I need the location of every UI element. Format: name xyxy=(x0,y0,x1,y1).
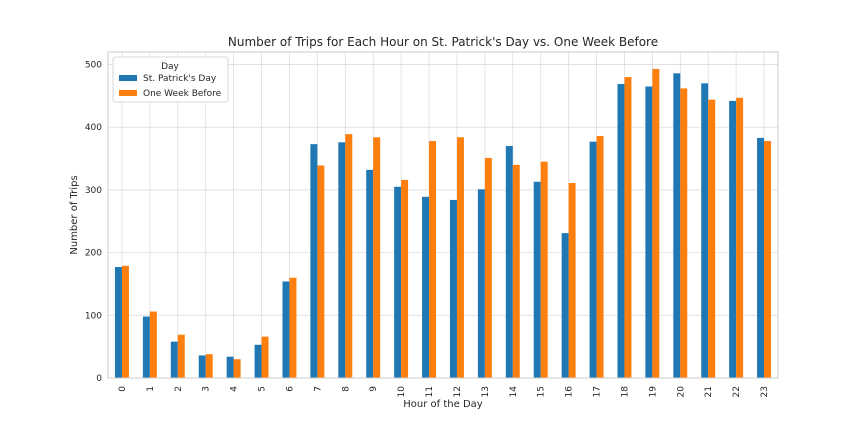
x-tick-label: 18 xyxy=(620,386,630,398)
bar-st-patricks-day xyxy=(505,146,513,378)
legend-label-st-patricks-day: St. Patrick's Day xyxy=(143,74,217,84)
bar-st-patricks-day xyxy=(366,169,374,378)
x-tick-label: 12 xyxy=(453,386,463,397)
bar-one-week-before xyxy=(401,179,409,378)
bar-one-week-before xyxy=(568,183,576,378)
bar-one-week-before xyxy=(233,359,241,378)
bar-st-patricks-day xyxy=(254,344,262,378)
x-tick-label: 19 xyxy=(648,386,658,398)
bar-one-week-before xyxy=(177,334,185,378)
x-tick-label: 0 xyxy=(118,386,128,392)
bar-one-week-before xyxy=(456,137,464,378)
bar-st-patricks-day xyxy=(226,356,234,378)
bar-one-week-before xyxy=(121,265,129,378)
legend-swatch-st-patricks-day xyxy=(119,75,137,81)
x-tick-label: 10 xyxy=(397,386,407,398)
bar-one-week-before xyxy=(736,97,744,378)
bar-one-week-before xyxy=(289,277,297,378)
bar-one-week-before xyxy=(624,77,632,379)
bar-st-patricks-day xyxy=(142,316,150,378)
bar-one-week-before xyxy=(512,164,520,378)
x-tick-label: 8 xyxy=(341,386,351,392)
bar-one-week-before xyxy=(429,141,437,378)
bar-one-week-before xyxy=(484,157,492,378)
bar-st-patricks-day xyxy=(673,73,681,379)
x-tick-label: 13 xyxy=(481,386,491,397)
bar-one-week-before xyxy=(261,336,269,378)
bar-st-patricks-day xyxy=(310,144,318,378)
chart-title: Number of Trips for Each Hour on St. Pat… xyxy=(228,35,658,49)
bar-st-patricks-day xyxy=(114,267,122,378)
x-tick-label: 11 xyxy=(425,386,435,397)
bar-one-week-before xyxy=(540,161,548,378)
x-tick-label: 23 xyxy=(760,386,770,397)
plot-frame xyxy=(107,51,779,379)
bar-st-patricks-day xyxy=(533,181,541,378)
x-tick-label: 9 xyxy=(369,386,379,392)
bar-st-patricks-day xyxy=(645,86,653,378)
bar-st-patricks-day xyxy=(729,100,737,379)
y-axis-label: Number of Trips xyxy=(69,175,80,254)
x-tick-label: 1 xyxy=(146,386,156,392)
x-tick-label: 3 xyxy=(202,386,212,392)
bar-one-week-before xyxy=(149,311,157,378)
bar-one-week-before xyxy=(345,134,353,378)
bar-one-week-before xyxy=(708,99,716,379)
bar-one-week-before xyxy=(317,165,325,378)
legend-label-one-week-before: One Week Before xyxy=(143,89,222,99)
y-tick-label: 0 xyxy=(96,374,102,384)
bar-one-week-before xyxy=(652,68,660,378)
y-tick-label: 300 xyxy=(85,186,102,196)
x-axis-label: Hour of the Day xyxy=(403,399,483,410)
x-tick-label: 14 xyxy=(509,386,519,398)
bar-st-patricks-day xyxy=(617,83,625,378)
legend-box xyxy=(112,56,229,103)
bar-st-patricks-day xyxy=(701,83,709,378)
x-tick-label: 22 xyxy=(732,386,742,397)
x-tick-label: 20 xyxy=(676,386,686,398)
x-tick-label: 6 xyxy=(285,386,295,392)
legend-swatch-one-week-before xyxy=(119,90,137,96)
legend: Day St. Patrick's Day One Week Before xyxy=(112,56,229,103)
bars-layer xyxy=(114,68,772,379)
x-tick-label: 15 xyxy=(537,386,547,397)
x-tick-label: 5 xyxy=(258,386,268,392)
bar-st-patricks-day xyxy=(422,196,430,378)
x-tick-label: 16 xyxy=(565,386,575,398)
bar-st-patricks-day xyxy=(198,355,206,378)
bar-st-patricks-day xyxy=(338,142,346,378)
bar-one-week-before xyxy=(680,88,688,378)
x-tick-label: 4 xyxy=(230,386,240,392)
bar-st-patricks-day xyxy=(561,233,569,378)
bar-one-week-before xyxy=(764,141,772,378)
x-tick-label: 7 xyxy=(313,386,323,392)
legend-title: Day xyxy=(161,62,179,72)
bar-st-patricks-day xyxy=(757,137,765,378)
y-tick-label: 200 xyxy=(85,249,102,259)
y-tick-label: 100 xyxy=(85,311,102,321)
bar-one-week-before xyxy=(373,137,381,378)
x-tick-label: 21 xyxy=(704,386,714,397)
bar-st-patricks-day xyxy=(589,141,597,378)
bar-st-patricks-day xyxy=(282,281,290,378)
bar-st-patricks-day xyxy=(394,186,402,378)
x-tick-label: 2 xyxy=(174,386,184,392)
bar-st-patricks-day xyxy=(170,341,178,378)
y-tick-label: 400 xyxy=(85,123,102,133)
bar-st-patricks-day xyxy=(449,199,457,378)
bar-one-week-before xyxy=(596,136,604,378)
bar-st-patricks-day xyxy=(477,189,485,378)
bar-one-week-before xyxy=(205,354,213,378)
x-tick-label: 17 xyxy=(593,386,603,397)
y-tick-label: 500 xyxy=(85,61,102,71)
